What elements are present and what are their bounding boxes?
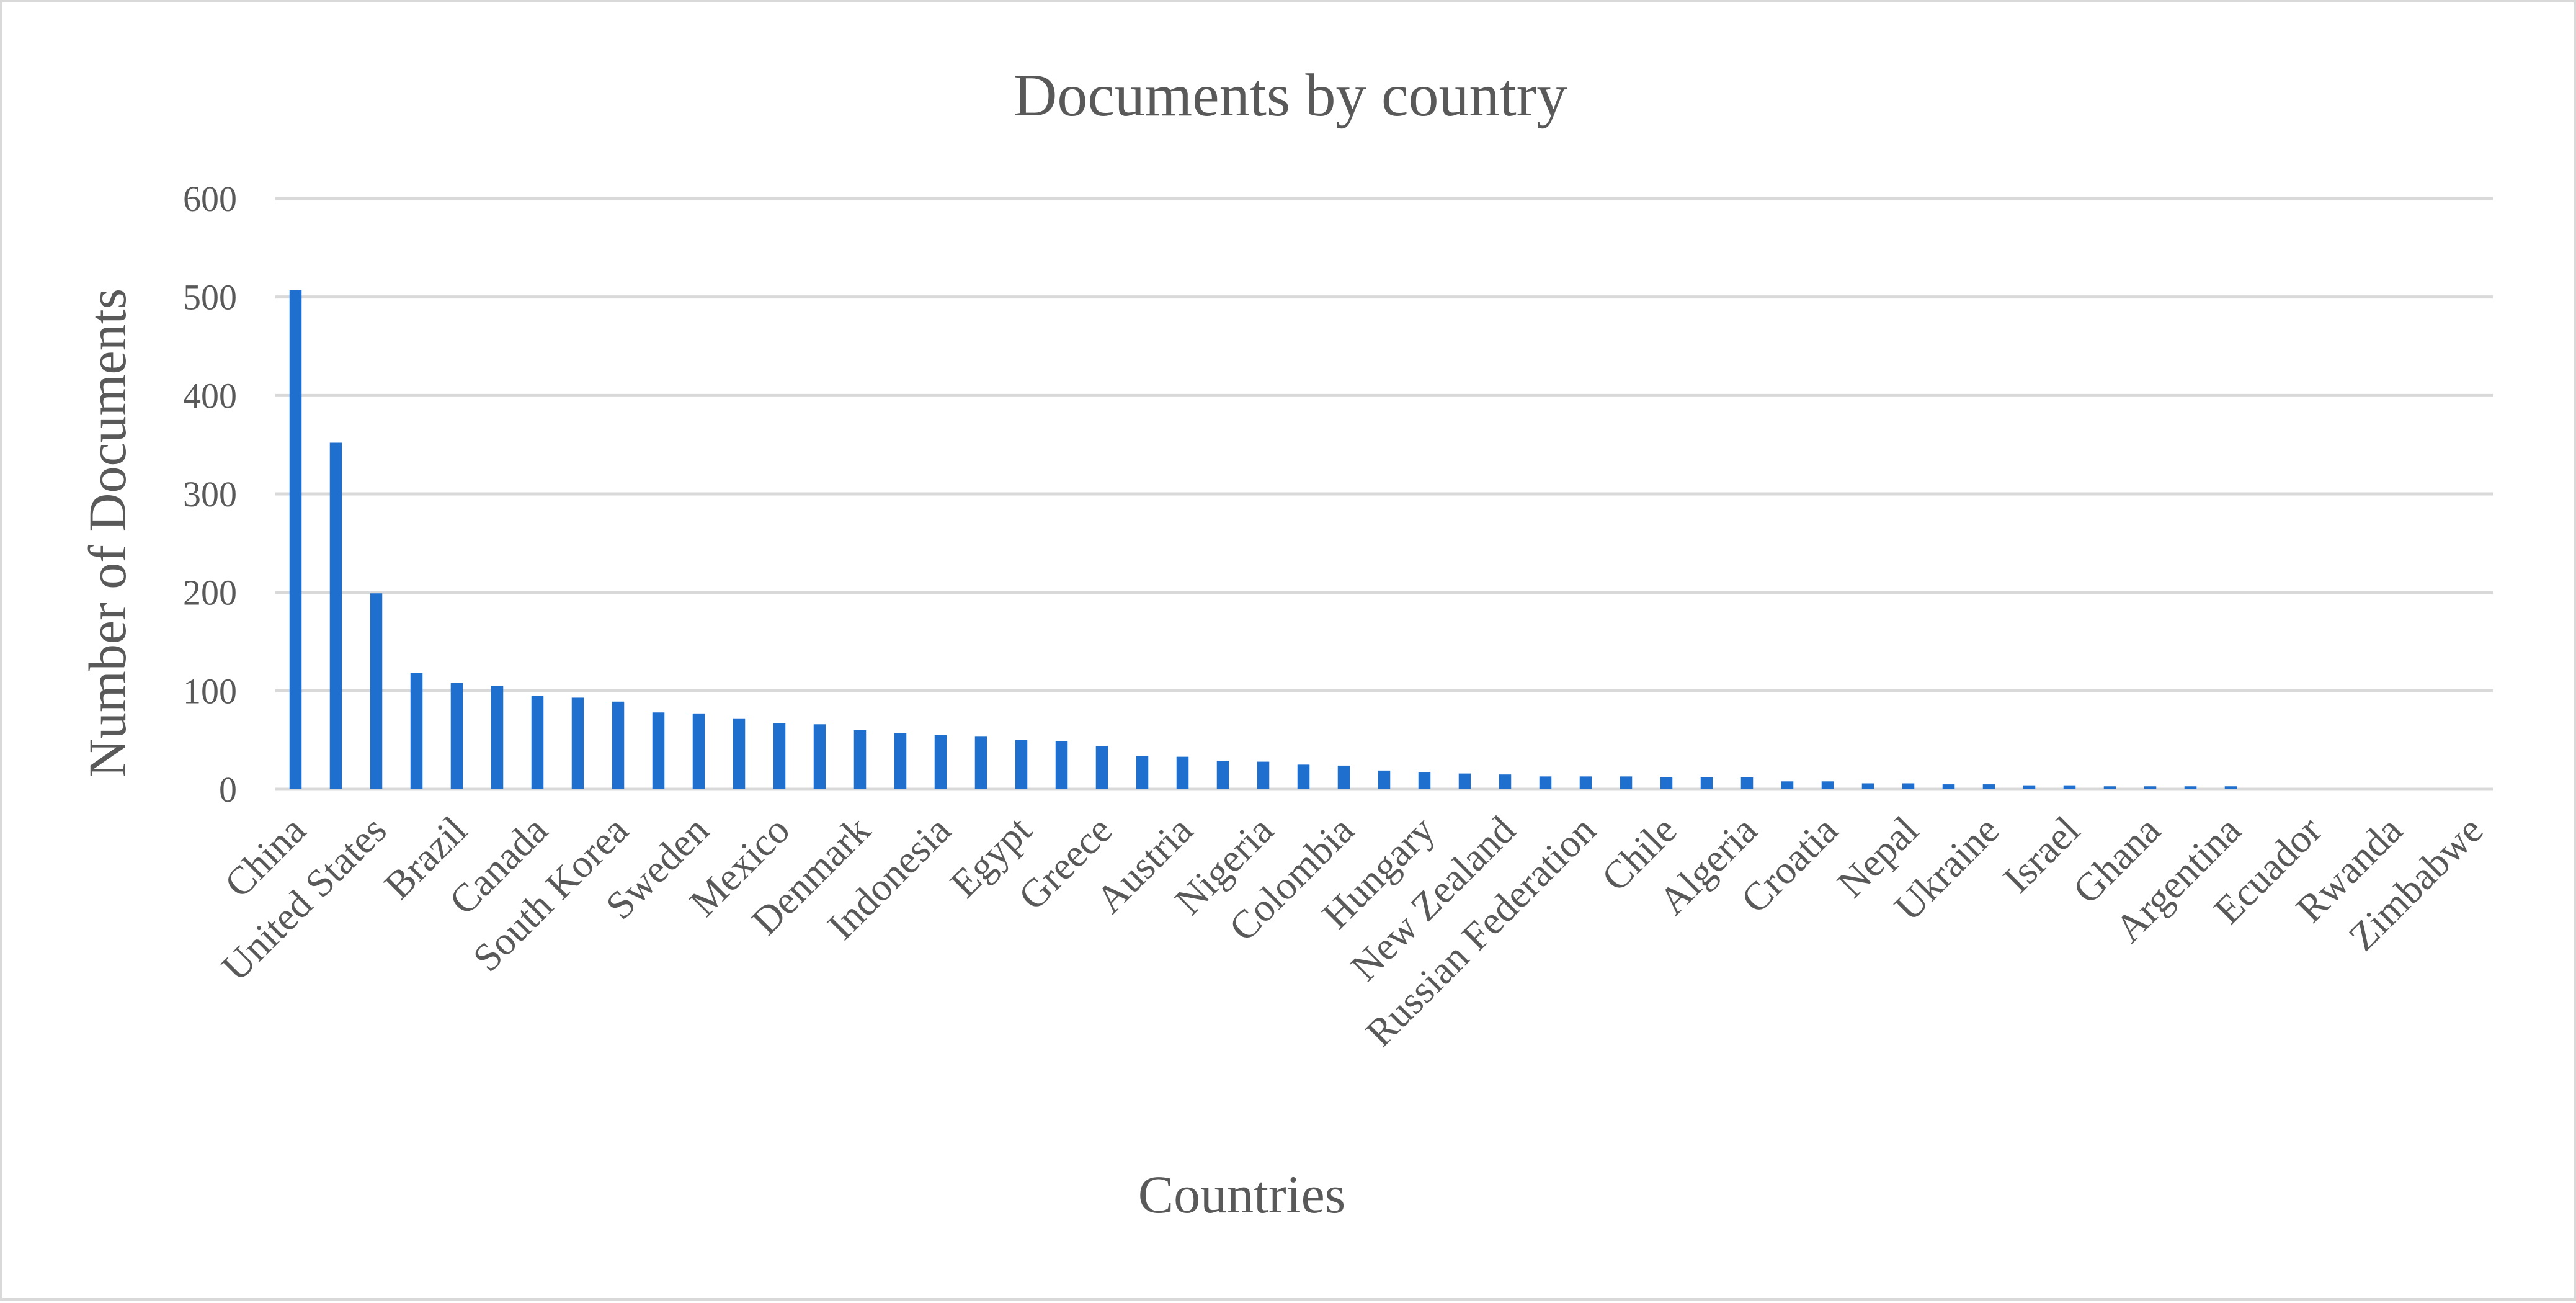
bar	[1458, 773, 1471, 789]
bar	[450, 683, 463, 789]
bar	[370, 593, 383, 789]
bar	[1942, 784, 1955, 789]
bar	[1176, 756, 1189, 789]
bar	[894, 733, 907, 789]
bar	[1418, 772, 1431, 789]
y-tick-label: 100	[183, 671, 237, 711]
bar	[410, 673, 423, 789]
bar	[1136, 756, 1149, 789]
chart-title: Documents by country	[1014, 62, 1567, 129]
bar	[1620, 776, 1633, 789]
bar	[491, 686, 504, 789]
bar	[531, 696, 544, 789]
bar	[1378, 770, 1391, 789]
y-tick-label: 200	[183, 573, 237, 613]
bar	[1902, 783, 1915, 789]
y-tick-label: 500	[183, 277, 237, 318]
bar	[1579, 776, 1592, 789]
bar	[571, 697, 584, 789]
bar	[2103, 786, 2116, 789]
bar	[692, 713, 705, 789]
bar	[1297, 764, 1310, 789]
y-axis-title: Number of Documents	[78, 289, 137, 777]
bar	[1821, 781, 1834, 789]
bar	[1055, 741, 1068, 789]
gridlines	[275, 197, 2493, 791]
y-tick-label: 400	[183, 375, 237, 416]
bar	[1539, 776, 1552, 789]
bar	[2144, 786, 2157, 789]
bar	[1660, 777, 1673, 789]
bar	[974, 736, 987, 789]
bar	[853, 730, 867, 789]
bar	[329, 442, 342, 789]
bar	[1095, 746, 1108, 789]
bar	[2023, 785, 2036, 789]
y-tick-labels: 0 100 200 300 400 500 600	[183, 179, 237, 810]
bar	[2224, 786, 2237, 789]
bar	[1781, 781, 1794, 789]
bar	[1700, 777, 1713, 789]
bar	[1861, 783, 1874, 789]
bar	[1257, 761, 1270, 789]
bar	[733, 718, 746, 789]
bar	[1216, 760, 1229, 789]
bar	[1337, 765, 1350, 789]
bars	[289, 290, 2237, 789]
y-tick-label: 0	[219, 769, 237, 810]
y-tick-label: 300	[183, 474, 237, 514]
bar	[652, 712, 665, 789]
bar	[2184, 786, 2197, 789]
bar	[773, 723, 786, 789]
bar	[1015, 740, 1028, 789]
bar	[2063, 785, 2076, 789]
x-axis-title: Countries	[1138, 1165, 1345, 1224]
bar	[612, 701, 625, 789]
bar	[289, 290, 302, 789]
bar	[934, 735, 947, 789]
bar	[1982, 784, 1995, 789]
bar	[1499, 774, 1512, 789]
y-tick-label: 600	[183, 179, 237, 219]
bar	[1740, 777, 1754, 789]
bar	[813, 724, 826, 789]
